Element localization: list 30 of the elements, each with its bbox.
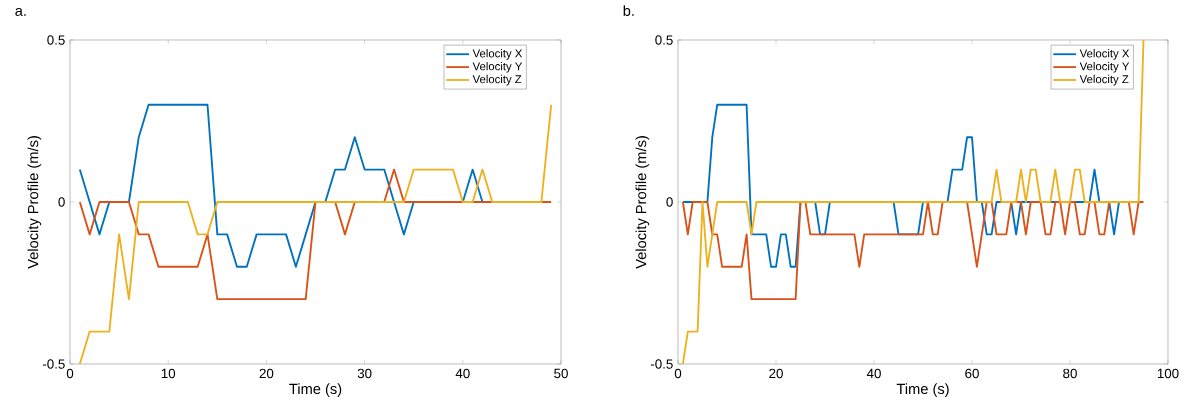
x-tick-label: 10 [161, 368, 176, 379]
x-tick-label: 20 [769, 368, 783, 379]
y-tick-label: 0.5 [655, 35, 673, 45]
chart-title: b. [623, 5, 634, 16]
chart-title: a. [15, 7, 26, 16]
y-tick-label: 0.5 [47, 35, 65, 45]
x-tick-label: 30 [357, 368, 372, 379]
y-tick-label: 0 [666, 197, 673, 207]
x-tick-label: 40 [455, 368, 470, 379]
x-tick-label: 100 [1157, 368, 1179, 379]
y-axis-title: Velocity Profile (m/s) [635, 136, 650, 269]
legend-label: Velocity X [472, 49, 523, 60]
legend-label: Velocity Y [472, 62, 523, 73]
x-tick-label: 40 [866, 368, 881, 379]
y-tick-label: 0 [58, 197, 65, 207]
x-tick-label: 0 [674, 368, 682, 379]
y-axis-title: Velocity Profile (m/s) [27, 136, 42, 269]
legend-label: Velocity Y [1079, 62, 1130, 73]
x-tick-label: 80 [1063, 368, 1077, 379]
x-axis-title: Time (s) [289, 383, 342, 397]
legend-label: Velocity Z [1079, 74, 1129, 86]
x-tick-label: 60 [965, 368, 979, 379]
y-tick-label: -0.5 [650, 359, 673, 369]
legend-label: Velocity X [1079, 49, 1130, 60]
y-tick-label: -0.5 [42, 359, 65, 369]
x-tick-label: 0 [66, 368, 74, 379]
x-tick-label: 20 [259, 368, 274, 379]
x-axis-title: Time (s) [896, 383, 949, 397]
x-tick-label: 50 [554, 368, 568, 379]
legend-label: Velocity Z [472, 74, 522, 86]
